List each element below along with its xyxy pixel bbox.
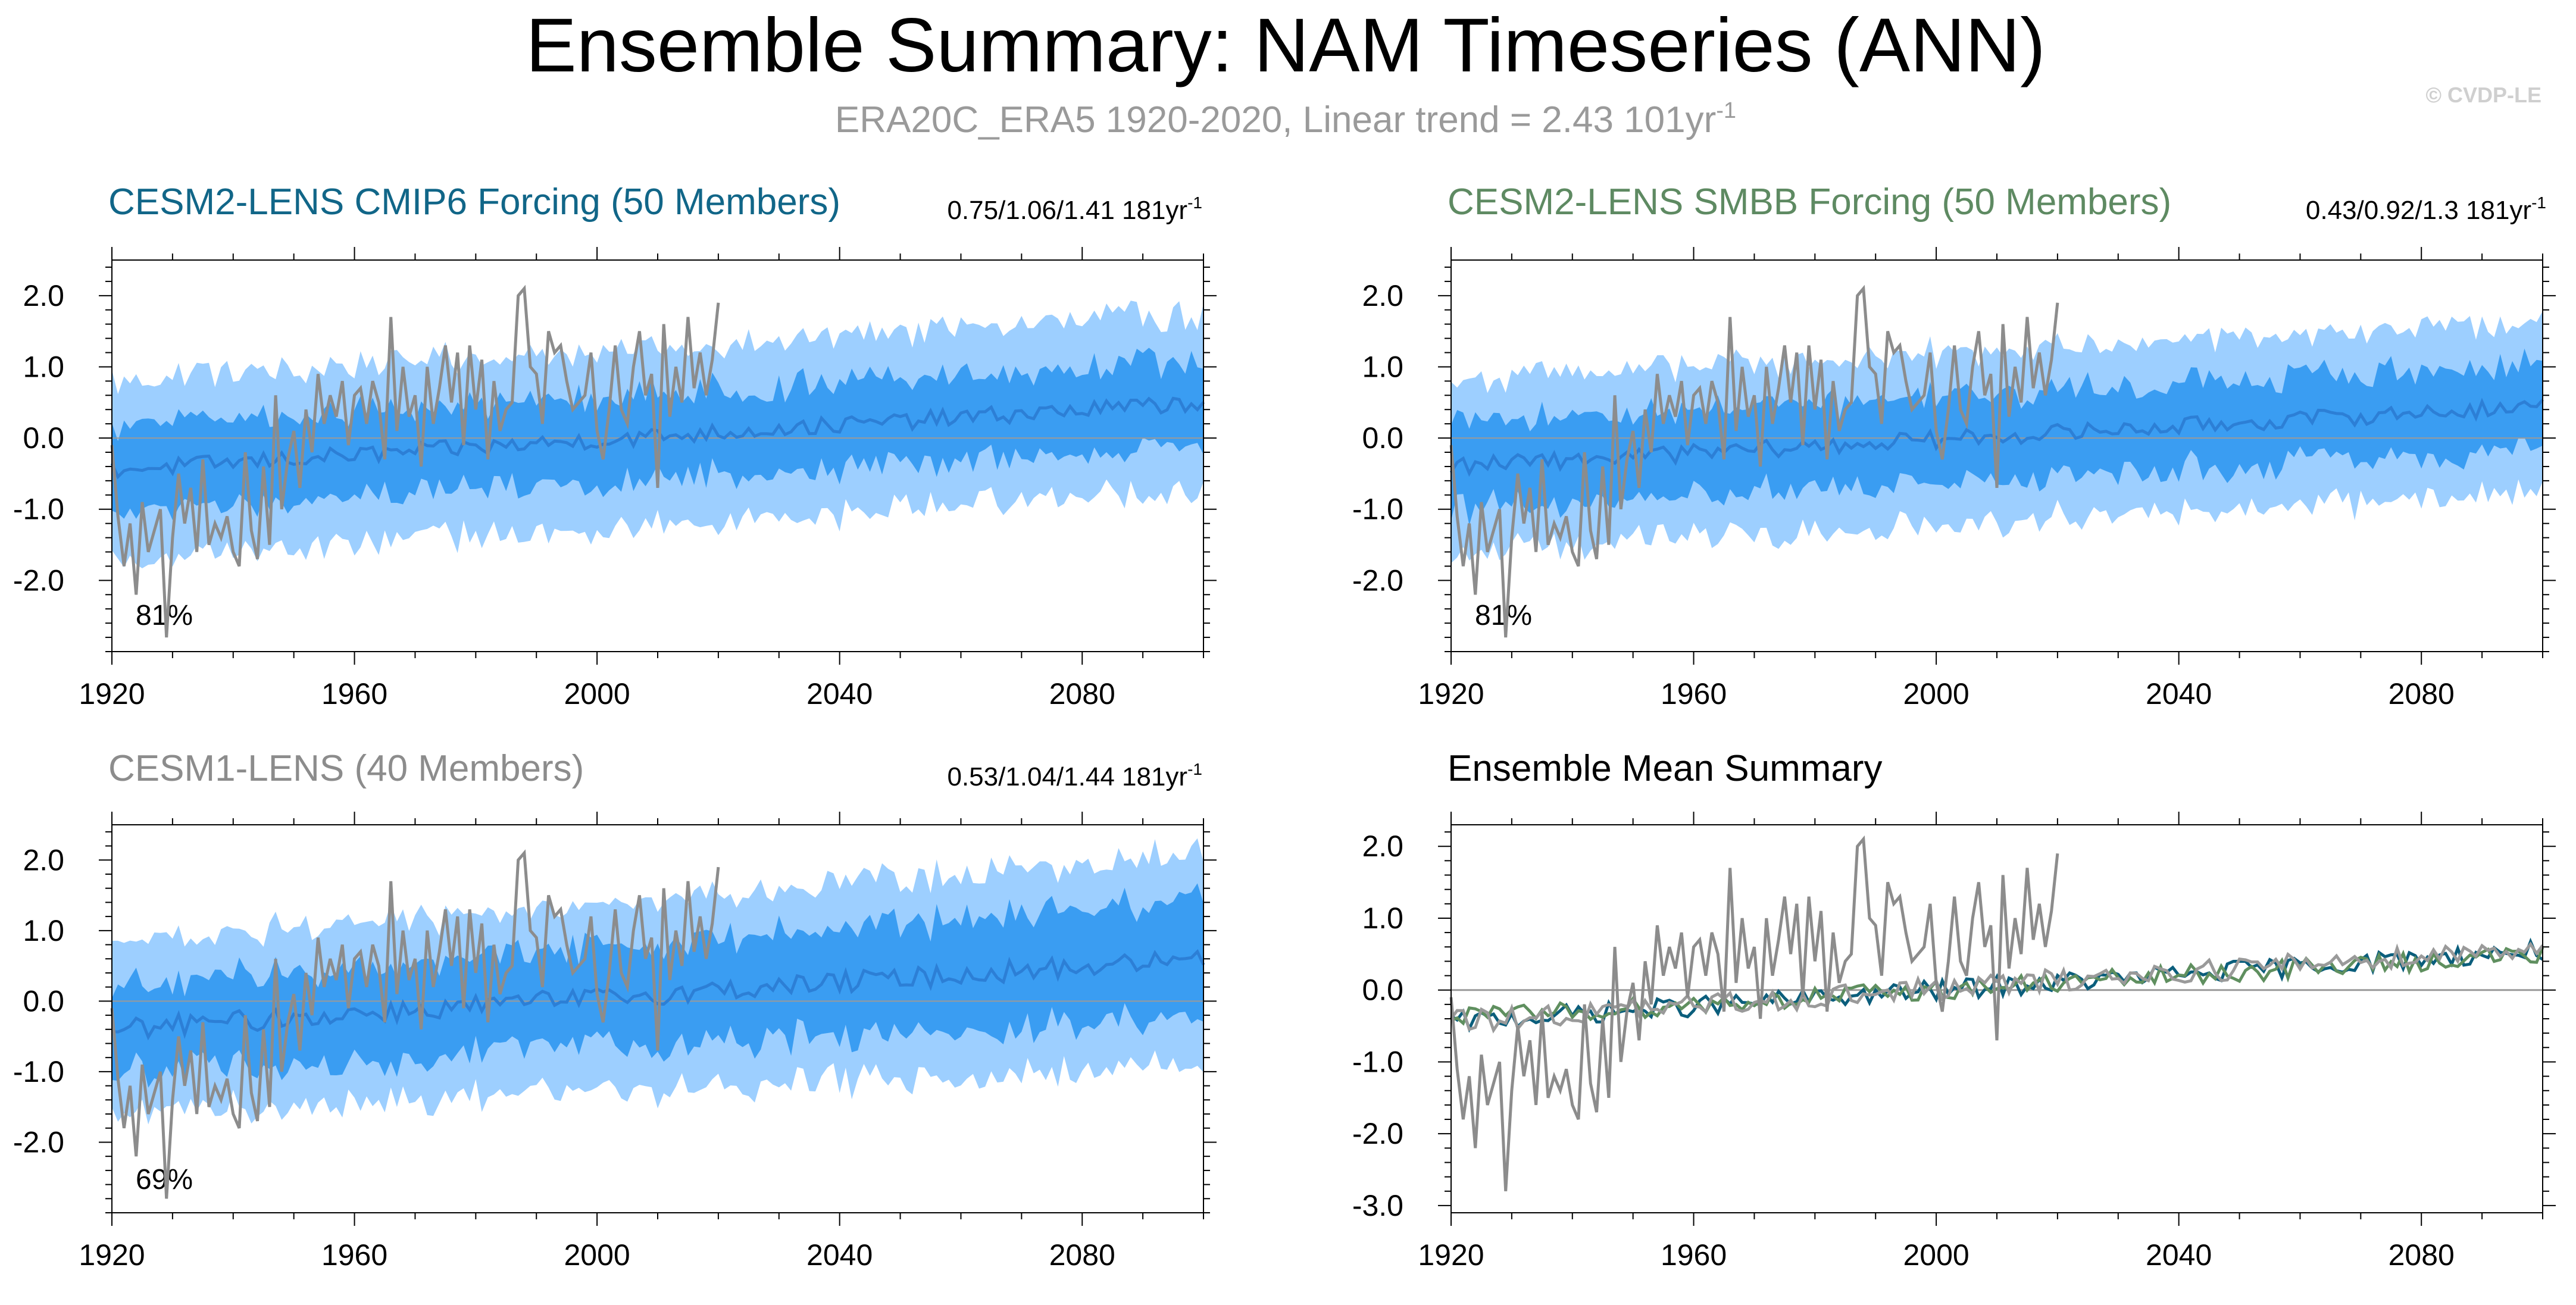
y-tick-label-cmip6: 1.0	[23, 350, 64, 383]
panel-cmip6: CESM2-LENS CMIP6 Forcing (50 Members) 0.…	[13, 181, 1217, 711]
x-tick-label-cmip6: 2040	[806, 677, 873, 711]
y-tick-label-smbb: -1.0	[1352, 493, 1403, 526]
x-tick-label-cmip6: 1960	[321, 677, 387, 711]
x-tick-label-smbb: 2080	[2389, 677, 2455, 711]
panel-title-summary: Ensemble Mean Summary	[1448, 748, 1883, 789]
y-tick-label-cesm1: -1.0	[13, 1055, 64, 1088]
x-tick-label-smbb: 1920	[1418, 677, 1484, 711]
y-tick-label-summary: 0.0	[1362, 974, 1403, 1007]
y-tick-label-smbb: 1.0	[1362, 350, 1403, 383]
y-tick-label-cesm1: -2.0	[13, 1125, 64, 1159]
y-tick-label-cmip6: -1.0	[13, 493, 64, 526]
panel-summary: Ensemble Mean Summary 1920 1960 2000 2040 20…	[1352, 748, 2556, 1272]
y-tick-label-summary: -1.0	[1352, 1045, 1403, 1078]
x-tick-label-summary: 1920	[1418, 1238, 1484, 1272]
x-tick-label-smbb: 1960	[1661, 677, 1727, 711]
band-inner-cesm1	[112, 883, 1203, 1088]
x-tick-label-cesm1: 1920	[79, 1238, 145, 1272]
series-line-em_cmip6	[1450, 937, 2544, 1033]
x-tick-label-summary: 2040	[2146, 1238, 2212, 1272]
figure-title: Ensemble Summary: NAM Timeseries (ANN)	[526, 3, 2045, 88]
panel-title-smbb: CESM2-LENS SMBB Forcing (50 Members)	[1448, 181, 2171, 223]
y-tick-label-cmip6: 0.0	[23, 421, 64, 455]
x-tick-label-cmip6: 2080	[1049, 677, 1115, 711]
cvdp-watermark: © CVDP-LE	[2425, 83, 2541, 107]
band-inner-cmip6	[112, 348, 1203, 520]
panel-cesm1: CESM1-LENS (40 Members) 0.53/1.04/1.44 1…	[13, 748, 1217, 1272]
stats-superscript-smbb: -1	[2531, 193, 2546, 212]
observations-line-cmip6	[110, 284, 720, 638]
subtitle-main: ERA20C_ERA5 1920-2020, Linear trend = 2.…	[835, 99, 1716, 140]
observations-line-smbb	[1449, 284, 2059, 638]
x-tick-label-summary: 2080	[2389, 1238, 2455, 1272]
stats-value-cesm1: 0.53/1.04/1.44 181yr	[947, 762, 1187, 791]
panel-stats-cesm1: 0.53/1.04/1.44 181yr-1	[947, 760, 1202, 791]
x-tick-label-summary: 2000	[1903, 1238, 1969, 1272]
y-tick-label-smbb: 2.0	[1362, 279, 1403, 312]
x-tick-label-cmip6: 2000	[564, 677, 630, 711]
ensemble-mean-line-cesm1	[111, 949, 1205, 1041]
series-line-em_cesm1	[1449, 941, 2544, 1034]
panel-stats-smbb: 0.43/0.92/1.3 181yr-1	[2306, 193, 2546, 225]
stats-value-smbb: 0.43/0.92/1.3 181yr	[2306, 196, 2531, 225]
y-tick-label-summary: 1.0	[1362, 902, 1403, 935]
y-tick-label-cesm1: 1.0	[23, 914, 64, 947]
y-tick-label-cmip6: 2.0	[23, 279, 64, 312]
x-tick-label-cesm1: 2000	[564, 1238, 630, 1272]
panel-title-cesm1: CESM1-LENS (40 Members)	[108, 748, 584, 789]
subtitle-superscript: -1	[1716, 98, 1736, 123]
stats-superscript-cmip6: -1	[1187, 193, 1202, 212]
x-tick-label-cesm1: 1960	[321, 1238, 387, 1272]
x-tick-label-smbb: 2000	[1903, 677, 1969, 711]
y-tick-label-summary: -2.0	[1352, 1117, 1403, 1150]
ensemble-mean-line-cmip6	[110, 396, 1205, 480]
panel-smbb: CESM2-LENS SMBB Forcing (50 Members) 0.4…	[1352, 181, 2556, 711]
x-tick-label-cesm1: 2080	[1049, 1238, 1115, 1272]
y-tick-label-summary: 2.0	[1362, 830, 1403, 863]
panel-stats-cmip6: 0.75/1.06/1.41 181yr-1	[947, 193, 1202, 225]
y-tick-label-smbb: 0.0	[1362, 421, 1403, 455]
x-tick-label-summary: 1960	[1661, 1238, 1727, 1272]
x-tick-label-cmip6: 1920	[79, 677, 145, 711]
y-tick-label-cesm1: 2.0	[23, 843, 64, 877]
observations-line-summary	[1449, 835, 2059, 1191]
y-tick-label-cesm1: 0.0	[23, 984, 64, 1018]
figure-subtitle: ERA20C_ERA5 1920-2020, Linear trend = 2.…	[835, 98, 1736, 140]
stats-superscript-cesm1: -1	[1187, 760, 1202, 778]
y-tick-label-cmip6: -2.0	[13, 564, 64, 597]
x-tick-label-smbb: 2040	[2146, 677, 2212, 711]
panel-title-cmip6: CESM2-LENS CMIP6 Forcing (50 Members)	[108, 181, 840, 223]
stats-value-cmip6: 0.75/1.06/1.41 181yr	[947, 196, 1187, 225]
x-tick-label-cesm1: 2040	[806, 1238, 873, 1272]
y-tick-label-smbb: -2.0	[1352, 564, 1403, 597]
y-tick-label-summary: -3.0	[1352, 1189, 1403, 1222]
observations-line-cesm1	[110, 849, 720, 1199]
ensemble-mean-line-smbb	[1449, 398, 2544, 477]
